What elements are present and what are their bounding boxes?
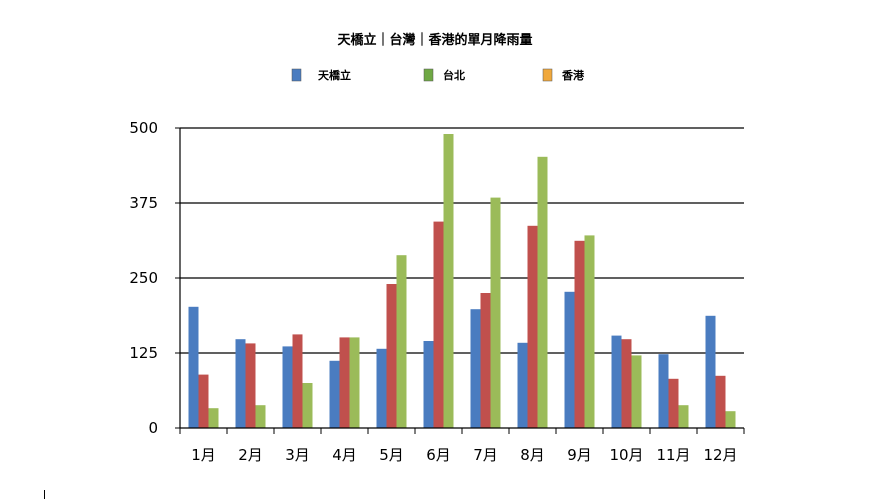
y-axis-ticks: 0 125 250 375 500 <box>129 119 158 437</box>
x-tick-label: 3月 <box>285 446 310 464</box>
x-tick-label: 11月 <box>656 446 690 464</box>
bar <box>235 339 246 428</box>
x-tick-label: 10月 <box>609 446 643 464</box>
y-tick-label: 125 <box>129 344 158 362</box>
bar <box>443 134 454 428</box>
bar <box>621 339 632 428</box>
x-tick-label: 7月 <box>473 446 498 464</box>
legend-label-series-1: 天橋立 <box>318 68 351 82</box>
bars <box>188 134 736 429</box>
x-tick-label: 8月 <box>520 446 545 464</box>
x-tick-label: 12月 <box>703 446 737 464</box>
legend-label-series-2: 台北 <box>443 68 465 82</box>
bar <box>564 291 575 428</box>
x-tick-label: 1月 <box>191 446 216 464</box>
chart-title: 天橋立｜台灣｜香港的單月降雨量 <box>337 32 532 48</box>
bar <box>433 221 444 428</box>
y-tick-label: 500 <box>129 119 158 137</box>
margin-mark <box>44 490 45 499</box>
bar <box>658 354 669 428</box>
bar <box>470 309 481 428</box>
bar <box>517 342 528 428</box>
bar <box>376 348 387 428</box>
bar <box>423 341 434 428</box>
bar <box>329 360 340 428</box>
bar <box>678 405 689 428</box>
x-tick-label: 5月 <box>379 446 404 464</box>
y-tick-label: 0 <box>148 419 158 437</box>
legend-swatch-series-3 <box>542 68 553 82</box>
legend: 天橋立 台北 香港 <box>291 68 585 82</box>
bar <box>705 315 716 428</box>
x-axis-ticks: 1月 2月 3月 4月 5月 6月 7月 8月 9月 10月 11月 12月 <box>191 446 737 464</box>
bar <box>715 375 726 428</box>
bar <box>188 306 199 428</box>
bar <box>574 240 585 428</box>
x-tick-label: 4月 <box>332 446 357 464</box>
bar <box>631 355 642 428</box>
bar <box>198 374 209 428</box>
bar <box>584 235 595 428</box>
bar <box>668 378 679 428</box>
bar <box>490 197 501 428</box>
bar <box>282 346 293 428</box>
legend-label-series-3: 香港 <box>561 68 585 82</box>
bar <box>386 284 397 428</box>
bar <box>396 255 407 428</box>
bar <box>339 337 350 428</box>
bar <box>302 383 313 428</box>
bar <box>245 343 256 428</box>
bar <box>480 293 491 428</box>
x-tick-label: 6月 <box>426 446 451 464</box>
axes <box>175 127 745 434</box>
bar <box>255 405 266 428</box>
bar <box>208 408 219 428</box>
bar <box>527 225 538 428</box>
bar <box>725 411 736 428</box>
y-tick-label: 250 <box>129 269 158 287</box>
bar <box>611 335 622 428</box>
legend-swatch-series-1 <box>291 68 302 82</box>
x-tick-label: 2月 <box>238 446 263 464</box>
gridlines <box>180 127 744 354</box>
bar <box>349 337 360 428</box>
legend-swatch-series-2 <box>423 68 434 82</box>
bar <box>292 334 303 428</box>
y-tick-label: 375 <box>129 194 158 212</box>
bar <box>537 156 548 429</box>
x-tick-label: 9月 <box>567 446 592 464</box>
